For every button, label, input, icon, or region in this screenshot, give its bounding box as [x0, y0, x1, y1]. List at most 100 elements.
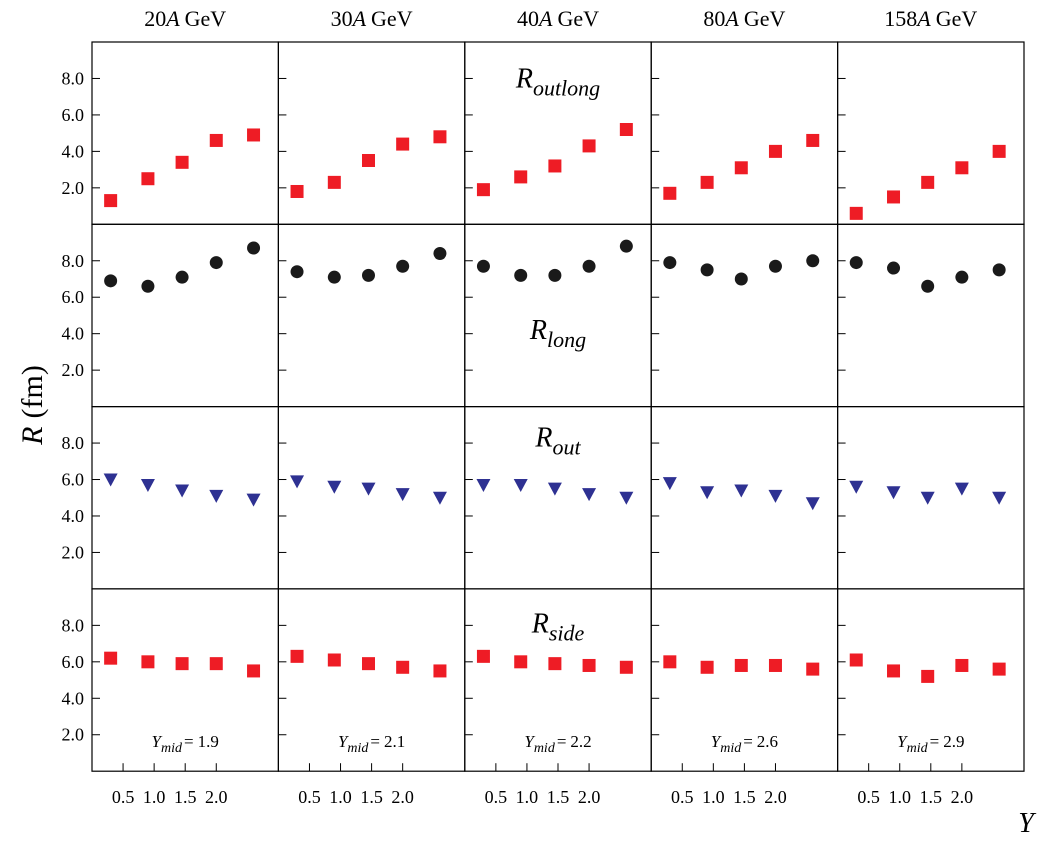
marker	[955, 270, 969, 284]
marker	[849, 480, 864, 494]
marker	[921, 175, 935, 189]
marker	[433, 664, 447, 678]
ymid-sub: mid	[534, 741, 556, 756]
marker	[396, 137, 410, 151]
row-label-symbol: R	[531, 609, 549, 640]
marker	[663, 256, 677, 270]
marker	[246, 493, 261, 507]
ymid-symbol: Y	[152, 732, 163, 751]
ymid-label: Ymid = 2.1	[338, 732, 405, 756]
ymid-eq: =	[930, 732, 940, 751]
marker	[141, 655, 155, 669]
y-axis-unit: (fm)	[16, 365, 49, 418]
marker	[361, 657, 375, 671]
marker	[433, 246, 447, 260]
y-axis-symbol: R	[16, 426, 49, 445]
marker	[663, 186, 677, 200]
marker	[619, 491, 634, 505]
marker	[290, 184, 304, 198]
ymid-value: 1.9	[198, 732, 219, 751]
marker	[290, 475, 305, 489]
marker	[582, 259, 596, 273]
marker	[663, 655, 677, 669]
marker	[175, 657, 189, 671]
marker	[887, 261, 901, 275]
x-tick-label: 0.5	[298, 787, 321, 807]
ymid-label: Ymid = 1.9	[152, 732, 219, 756]
column-energy: 80	[703, 6, 725, 31]
ymid-label: Ymid = 2.9	[897, 732, 964, 756]
marker	[290, 265, 304, 279]
marker	[361, 482, 376, 496]
ymid-sub: mid	[907, 741, 929, 756]
y-tick-label: 2.0	[62, 725, 85, 745]
ymid-value: 2.6	[757, 732, 778, 751]
marker	[514, 170, 528, 184]
marker	[513, 478, 528, 492]
x-tick-label: 1.0	[702, 787, 725, 807]
column-energy: 20	[144, 6, 166, 31]
marker	[209, 133, 223, 147]
y-tick-label: 6.0	[62, 470, 85, 490]
marker	[104, 194, 118, 208]
column-unit: GeV	[557, 6, 599, 31]
marker	[104, 651, 118, 665]
column-energy: 158	[884, 6, 917, 31]
y-tick-label: 2.0	[62, 178, 85, 198]
marker	[141, 172, 155, 186]
ymid-label: Ymid = 2.2	[524, 732, 591, 756]
ymid-sub: mid	[347, 741, 369, 756]
marker	[175, 484, 190, 498]
marker	[662, 477, 677, 491]
marker	[806, 662, 820, 676]
marker	[547, 482, 562, 496]
marker	[768, 658, 782, 672]
x-tick-label: 2.0	[764, 787, 787, 807]
marker	[548, 159, 562, 173]
marker	[700, 660, 714, 674]
row-label-symbol: R	[534, 423, 552, 454]
ymid-eq: =	[184, 732, 194, 751]
marker	[209, 657, 223, 671]
marker	[514, 655, 528, 669]
marker	[395, 488, 410, 502]
ymid-eq: =	[743, 732, 753, 751]
y-tick-label: 4.0	[62, 506, 85, 526]
x-tick-label: 2.0	[951, 787, 974, 807]
marker	[768, 144, 782, 158]
row-label: Rout	[534, 423, 581, 460]
marker	[806, 254, 820, 268]
y-tick-label: 8.0	[62, 68, 85, 88]
marker	[396, 259, 410, 273]
column-symbol: A	[351, 6, 367, 31]
marker	[700, 486, 715, 500]
marker	[361, 268, 375, 282]
ymid-value: 2.1	[384, 732, 405, 751]
ymid-value: 2.2	[570, 732, 591, 751]
marker	[209, 256, 223, 270]
marker	[992, 263, 1006, 277]
x-tick-label: 1.5	[920, 787, 943, 807]
marker	[582, 139, 596, 153]
x-tick-label: 1.0	[329, 787, 352, 807]
marker	[955, 161, 969, 175]
marker	[290, 649, 304, 663]
ymid-symbol: Y	[338, 732, 349, 751]
ymid-symbol: Y	[524, 732, 535, 751]
column-symbol: A	[537, 6, 553, 31]
marker	[619, 660, 633, 674]
marker	[103, 473, 118, 487]
marker	[955, 658, 969, 672]
row-label-sub: side	[549, 621, 585, 646]
x-tick-label: 1.5	[547, 787, 570, 807]
row-label: Rside	[531, 609, 585, 646]
x-tick-label: 0.5	[671, 787, 694, 807]
marker	[476, 478, 491, 492]
row-label-sub: out	[552, 435, 581, 460]
marker	[768, 489, 783, 503]
x-tick-label: 1.5	[360, 787, 383, 807]
x-tick-label: 1.5	[174, 787, 197, 807]
marker	[619, 239, 633, 253]
row-label-sub: outlong	[533, 76, 600, 101]
column-unit: GeV	[185, 6, 227, 31]
